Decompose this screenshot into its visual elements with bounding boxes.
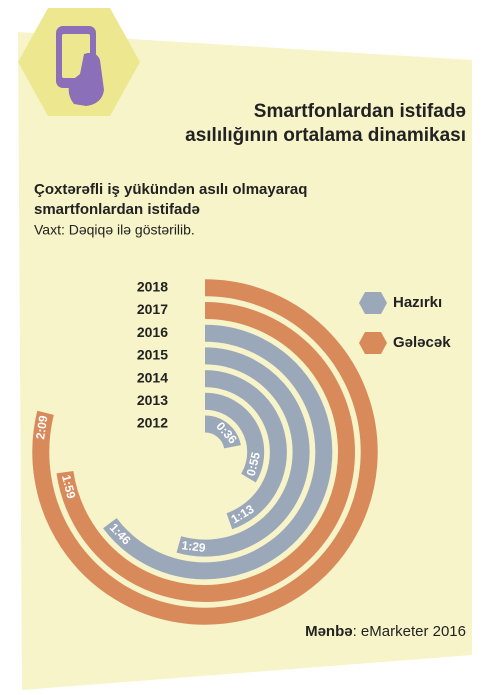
ring-bar (204, 415, 241, 449)
ring-bar (176, 347, 310, 557)
ring-bar (103, 324, 333, 580)
source: Mənbə: eMarketer 2016 (305, 623, 466, 640)
title-line: asılılığının ortalama dinamikası (185, 125, 466, 146)
note: Vaxt: Dəqiqə ilə göstərilib. (34, 222, 195, 238)
year-label: 2014 (137, 369, 168, 385)
value-label: 0:55 (244, 450, 263, 477)
legend-label: Gələcək (393, 334, 451, 351)
legend-label: Hazırkı (393, 294, 442, 311)
value-label: 1:29 (181, 538, 207, 555)
value-label: 2:09 (33, 414, 50, 440)
subtitle-line: smartfonlardan istifadə (34, 201, 200, 218)
year-label: 2012 (137, 415, 168, 431)
ring-bar (204, 370, 287, 530)
ring-bar (32, 279, 378, 625)
year-label: 2016 (137, 324, 168, 340)
year-label: 2013 (137, 392, 168, 408)
ring-bar (204, 392, 265, 483)
year-label: 2017 (137, 301, 168, 317)
legend-swatch (359, 332, 387, 354)
year-label: 2015 (137, 347, 168, 363)
value-label: 1:59 (59, 473, 79, 500)
title-line: Smartfonlardan istifadə (254, 101, 466, 122)
subtitle-line: Çoxtərəfli iş yükündən asılı olmayaraq (34, 181, 307, 198)
ring-bar (56, 302, 355, 602)
legend-swatch (359, 292, 387, 314)
source-text: : eMarketer 2016 (353, 623, 466, 640)
source-label: Mənbə (305, 623, 353, 640)
phone-icon (56, 26, 104, 106)
year-label: 2018 (137, 279, 168, 295)
